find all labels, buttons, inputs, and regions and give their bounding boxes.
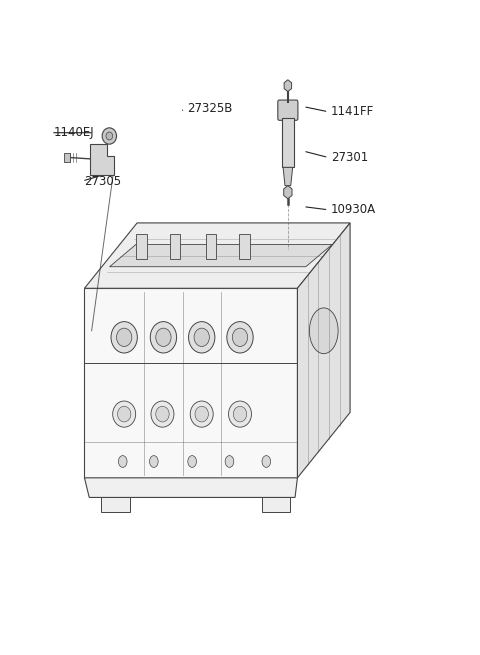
Bar [64,153,70,162]
Ellipse shape [190,401,213,427]
Text: 10930A: 10930A [331,203,376,216]
Ellipse shape [228,401,252,427]
Polygon shape [170,234,180,259]
Ellipse shape [106,132,113,140]
Bar [282,119,294,168]
Polygon shape [283,168,293,185]
Ellipse shape [102,128,117,144]
Ellipse shape [195,406,208,422]
Polygon shape [136,234,147,259]
Text: 1141FF: 1141FF [331,105,374,119]
Polygon shape [284,80,291,92]
Polygon shape [284,185,292,198]
Ellipse shape [111,322,137,353]
Text: 27325B: 27325B [187,102,233,115]
Ellipse shape [227,322,253,353]
Ellipse shape [194,328,209,346]
Ellipse shape [156,328,171,346]
Text: 27305: 27305 [84,175,121,187]
FancyBboxPatch shape [278,100,298,121]
Polygon shape [109,244,332,267]
Polygon shape [84,288,298,478]
Ellipse shape [113,401,136,427]
Ellipse shape [233,406,247,422]
Polygon shape [84,478,298,497]
Ellipse shape [150,322,177,353]
Ellipse shape [189,322,215,353]
Text: 1140EJ: 1140EJ [53,126,94,140]
Polygon shape [101,497,130,512]
Text: 27301: 27301 [331,151,368,164]
Circle shape [150,456,158,468]
Ellipse shape [156,406,169,422]
Ellipse shape [118,406,131,422]
Ellipse shape [232,328,248,346]
Polygon shape [206,234,216,259]
Polygon shape [90,145,114,175]
Polygon shape [298,223,350,478]
Polygon shape [262,497,290,512]
Ellipse shape [310,308,338,354]
Circle shape [119,456,127,468]
Circle shape [262,456,271,468]
Polygon shape [240,234,250,259]
Circle shape [188,456,196,468]
Polygon shape [84,223,350,288]
Circle shape [225,456,234,468]
Ellipse shape [117,328,132,346]
Ellipse shape [151,401,174,427]
